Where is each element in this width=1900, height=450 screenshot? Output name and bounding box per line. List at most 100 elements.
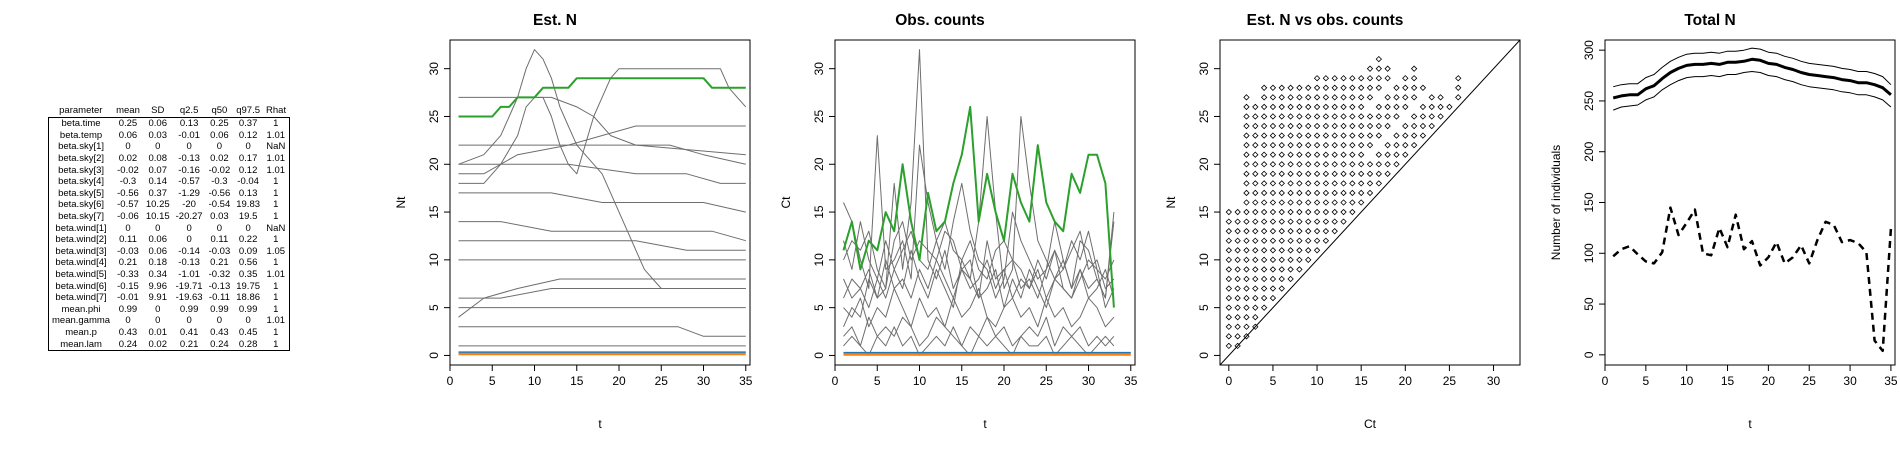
- data-point: [1349, 161, 1356, 168]
- y-tick-label: 5: [1197, 304, 1211, 311]
- y-tick-label: 5: [812, 304, 826, 311]
- data-point: [1234, 275, 1241, 283]
- chart-panel-0: 0 5 10 15 20 25 30 35 0 5 10 15 20 25 30 t Nt: [394, 39, 753, 431]
- table-cell: 0.06: [118, 129, 138, 141]
- table-cell: 0.14: [148, 176, 168, 188]
- table-cell: 0: [125, 222, 131, 234]
- y-tick-label: 15: [427, 205, 441, 219]
- data-point: [1375, 170, 1382, 177]
- data-point: [1243, 218, 1250, 225]
- series-line-grey: [843, 116, 1115, 289]
- data-point: [1313, 247, 1321, 254]
- data-point: [1278, 228, 1285, 235]
- data-point: [1278, 180, 1285, 187]
- x-tick-label: 15: [570, 374, 584, 388]
- table-cell: beta.wind[1]: [55, 222, 107, 234]
- data-point: [1243, 294, 1250, 302]
- x-tick-label: 30: [1082, 374, 1096, 388]
- plot-frame: [449, 39, 751, 366]
- table-row: mean.gamma 0 0 0 0 0 1.01: [49, 315, 290, 327]
- data-point: [1305, 218, 1312, 225]
- data-point: [1349, 170, 1356, 177]
- series-line-grey: [843, 326, 1115, 356]
- data-point: [1349, 189, 1356, 197]
- data-point: [1225, 247, 1232, 254]
- data-point: [1305, 94, 1312, 101]
- data-point: [1313, 199, 1321, 206]
- y-tick-label: 0: [1582, 351, 1596, 358]
- data-point: [1287, 122, 1294, 130]
- data-point: [1322, 170, 1330, 177]
- data-point: [1225, 342, 1232, 350]
- data-point: [1358, 84, 1365, 91]
- data-point: [1366, 94, 1374, 101]
- data-point: [1366, 141, 1374, 149]
- table-cell: 0: [155, 303, 161, 315]
- data-point: [1278, 161, 1285, 168]
- table-row: beta.wind[6] -0.15 9.96 -19.71 -0.13 19.75 1: [49, 280, 290, 292]
- data-point: [1269, 256, 1277, 264]
- table-cell: 9.96: [148, 280, 168, 292]
- data-point: [1234, 314, 1241, 321]
- table-cell: -0.01: [117, 292, 139, 304]
- data-point: [1296, 266, 1303, 273]
- y-axis-label: Nt: [394, 196, 408, 209]
- table-cell: 0.43: [210, 326, 229, 338]
- data-point: [1366, 113, 1374, 120]
- table-row: beta.sky[4] -0.3 0.14 -0.57 -0.3 -0.04 1: [49, 176, 290, 188]
- data-point: [1296, 237, 1303, 244]
- table-cell: beta.temp: [59, 129, 103, 141]
- table-header-cell: Rhat: [266, 105, 287, 116]
- data-point: [1340, 132, 1347, 139]
- data-point: [1278, 141, 1285, 149]
- data-point: [1252, 151, 1259, 158]
- data-point: [1278, 170, 1285, 177]
- data-point: [1340, 75, 1347, 82]
- y-tick-label: 15: [812, 205, 826, 219]
- table-cell: -0.13: [178, 257, 200, 269]
- data-point: [1349, 122, 1356, 130]
- data-point: [1278, 275, 1285, 283]
- data-point: [1375, 75, 1382, 82]
- data-point: [1287, 161, 1294, 168]
- chart-panel-1: 0 5 10 15 20 25 30 35 0 5 10 15 20 25 30 t Ct: [779, 39, 1138, 431]
- data-point: [1287, 151, 1294, 158]
- data-point: [1384, 113, 1391, 120]
- table-row: beta.sky[5] -0.56 0.37 -1.29 -0.56 0.13 1: [49, 188, 290, 200]
- table-cell: 0.41: [179, 326, 199, 338]
- data-point: [1243, 208, 1250, 216]
- data-point: [1375, 161, 1382, 168]
- table-cell: 0: [125, 141, 131, 153]
- data-point: [1349, 199, 1356, 206]
- data-point: [1340, 151, 1347, 158]
- data-point: [1331, 113, 1338, 120]
- table-cell: beta.sky[1]: [58, 141, 105, 153]
- data-point: [1252, 294, 1259, 302]
- series-line-grey: [843, 288, 1115, 328]
- table-body: beta.time 0.25 0.06 0.13 0.25 0.37 1 beta.temp 0…: [48, 117, 290, 351]
- table-cell: -1.01: [178, 269, 200, 281]
- data-point: [1278, 208, 1285, 216]
- data-point: [1252, 218, 1259, 225]
- data-point: [1410, 113, 1418, 120]
- table-cell: mean.p: [65, 326, 97, 338]
- table-cell: 0.06: [210, 129, 229, 141]
- data-point: [1322, 113, 1330, 120]
- data-point: [1243, 256, 1250, 264]
- y-tick-label: 30: [427, 62, 441, 76]
- x-tick-label: 35: [1884, 374, 1898, 388]
- chart-panel-3: 0 5 10 15 20 25 30 35 0 50 100 150 200 250 300 t Number …: [1549, 39, 1898, 431]
- x-tick-label: 0: [1225, 374, 1232, 388]
- table-cell: 1.01: [266, 315, 286, 327]
- y-tick-label: 250: [1582, 91, 1596, 111]
- data-point: [1243, 275, 1250, 283]
- table-cell: 0.45: [238, 326, 258, 338]
- series-line-thick: [1612, 57, 1892, 100]
- table-cell: -19.71: [175, 280, 203, 292]
- table-cell: -0.02: [117, 164, 139, 176]
- table-cell: 1: [273, 326, 279, 338]
- data-point: [1375, 84, 1382, 91]
- data-point: [1331, 170, 1338, 177]
- data-point: [1366, 132, 1374, 139]
